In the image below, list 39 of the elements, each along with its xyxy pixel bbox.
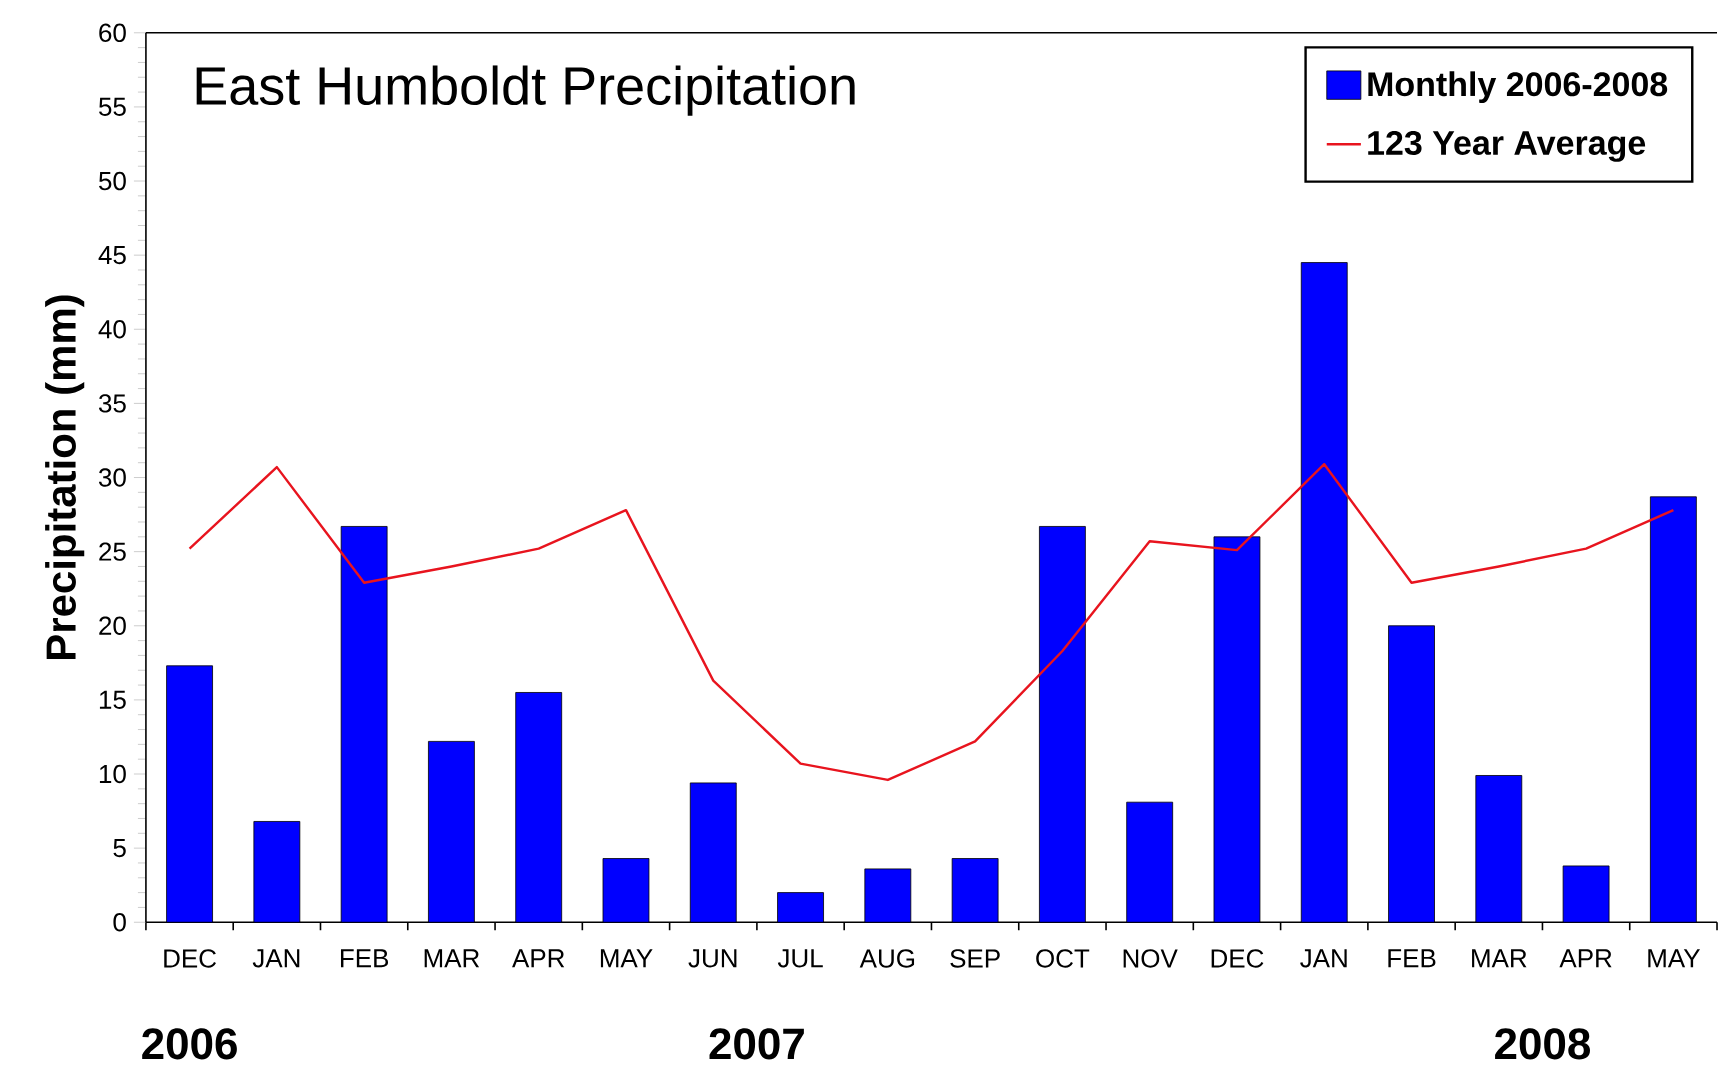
y-tick-label: 40 [98,319,126,339]
y-tick-label: 10 [99,764,126,784]
x-tick-label: JAN [252,949,300,968]
x-tick-label: APR [1559,949,1612,967]
y-tick-label: 45 [98,245,126,265]
y-tick-label: 25 [99,542,126,561]
y-tick-label: 30 [98,468,126,487]
text: East Humboldt Precipitation [196,65,855,116]
x-tick-label: JAN [1300,949,1347,968]
x-tick-label: APR [512,949,565,967]
y-tick-label: 15 [99,690,126,709]
x-tick-label: NOV [1123,949,1178,968]
line-series [188,462,1675,781]
y-axis-title: Precipitation (mm) [45,295,85,659]
x-tick-label: OCT [1036,949,1090,968]
x-tick-label: MAY [600,949,653,967]
y-tick-label: 0 [113,912,126,932]
x-tick-label: SEP [950,949,1000,968]
y-tick-label: 35 [98,394,126,413]
legend-label: 123 Year Average [1368,130,1646,162]
text: 2007 [709,1028,804,1060]
y-tick-label: 55 [99,97,126,116]
x-tick-label: MAY [1648,949,1701,967]
x-tick-label: FEB [1388,949,1436,967]
x-tick-label: JUL [777,949,823,968]
y-tick-label: 20 [99,616,126,635]
x-tick-label: MAR [1472,949,1527,967]
text: 2008 [1495,1028,1590,1060]
x-tick-label: MAR [424,949,480,967]
x-tick-label: JUN [688,949,737,968]
y-tick-label: 5 [113,838,126,858]
x-tick-label: DEC [164,949,216,968]
x-tick-label: DEC [1211,949,1264,968]
x-tick-label: FEB [341,949,389,967]
text: 2006 [142,1028,237,1060]
legend-label: Monthly 2006-2008 [1368,71,1668,103]
x-tick-label: AUG [859,949,915,968]
y-tick-label: 60 [99,23,126,42]
y-tick-label: 50 [99,171,126,191]
